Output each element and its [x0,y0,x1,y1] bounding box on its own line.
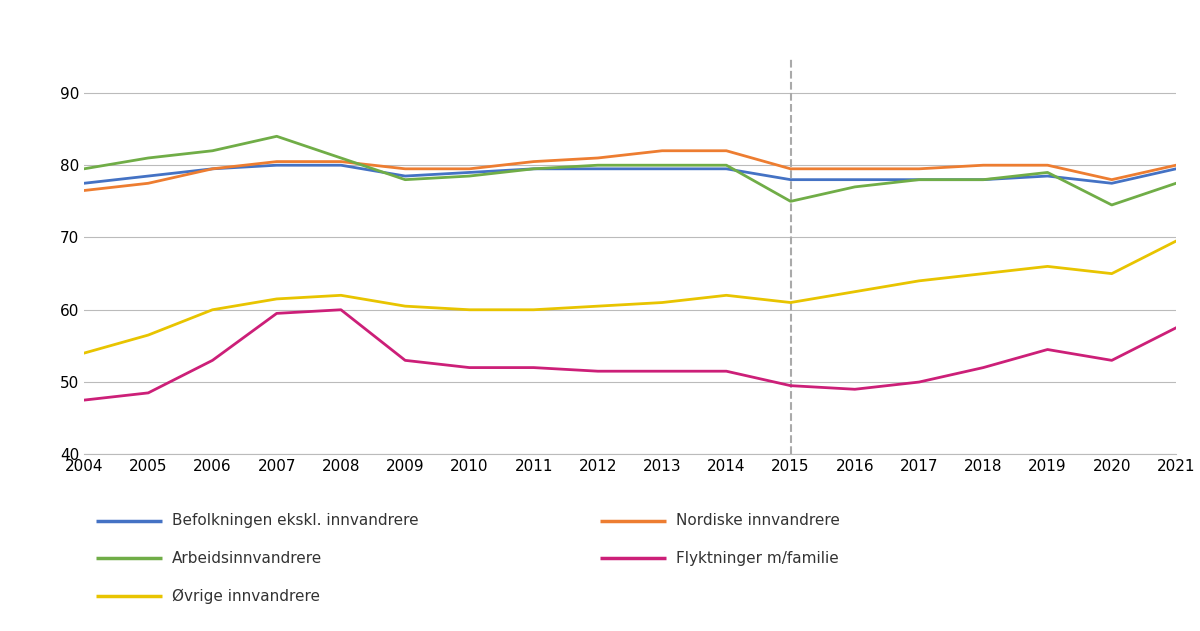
Text: Befolkningen ekskl. innvandrere: Befolkningen ekskl. innvandrere [172,513,419,528]
Text: Øvrige innvandrere: Øvrige innvandrere [172,589,319,604]
Text: Flyktninger m/familie: Flyktninger m/familie [676,551,839,566]
Text: Nordiske innvandrere: Nordiske innvandrere [676,513,840,528]
Text: Arbeidsinnvandrere: Arbeidsinnvandrere [172,551,322,566]
